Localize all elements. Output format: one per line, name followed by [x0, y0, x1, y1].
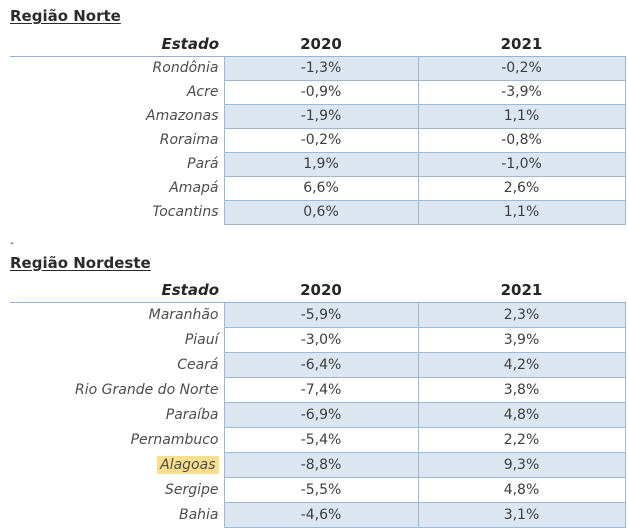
state-name: Paraíba [165, 407, 219, 423]
state-cell[interactable]: Sergipe [10, 478, 224, 503]
state-name: Bahia [178, 507, 219, 523]
value-cell-2020[interactable]: 6,6% [223, 175, 419, 201]
value-cell-2020[interactable]: -1,9% [223, 103, 419, 129]
table-row: Ceará -6,4% 4,2% [10, 352, 626, 378]
value-cell-2020[interactable]: -5,5% [223, 477, 419, 503]
table-body: Rondônia -1,3% -0,2% Acre -0,9% -3,9% Am… [10, 55, 626, 225]
column-header-2020[interactable]: 2020 [224, 30, 418, 57]
value-cell-2020[interactable]: -6,9% [223, 402, 419, 428]
value-cell-2021[interactable]: -3,9% [417, 79, 626, 105]
header-row: Estado 2020 2021 [10, 30, 625, 57]
value-cell-2021[interactable]: 3,9% [417, 327, 626, 353]
value-cell-2021[interactable]: 2,6% [417, 175, 626, 201]
value-cell-2021[interactable]: 4,8% [417, 477, 626, 503]
table-row: Paraíba -6,9% 4,8% [10, 402, 626, 428]
state-name: Sergipe [164, 482, 219, 498]
table-row: Rio Grande do Norte -7,4% 3,8% [10, 377, 626, 403]
state-cell[interactable]: Rondônia [10, 56, 224, 80]
table-row: Rondônia -1,3% -0,2% [10, 55, 626, 81]
state-cell[interactable]: Maranhão [10, 303, 224, 328]
state-cell[interactable]: Pará [10, 152, 224, 176]
table-row: Maranhão -5,9% 2,3% [10, 302, 626, 328]
value-cell-2020[interactable]: 1,9% [223, 151, 419, 177]
state-cell[interactable]: Bahia [10, 503, 224, 528]
value-cell-2020[interactable]: -0,9% [223, 79, 419, 105]
state-cell[interactable]: Pernambuco [10, 428, 224, 453]
data-table: Estado 2020 2021 Rondônia -1,3% -0,2% Ac… [10, 30, 626, 225]
table-row: Piauí -3,0% 3,9% [10, 327, 626, 353]
state-name: Tocantins [152, 204, 219, 220]
state-name: Amapá [169, 180, 219, 196]
state-name: Rondônia [152, 60, 219, 77]
column-header-estado[interactable]: Estado [10, 276, 224, 303]
state-cell[interactable]: Amapá [10, 176, 224, 200]
separator-dash: - [10, 235, 14, 249]
value-cell-2020[interactable]: -1,3% [223, 55, 419, 81]
table-row: Amapá 6,6% 2,6% [10, 175, 626, 201]
value-cell-2020[interactable]: -5,9% [223, 302, 419, 328]
value-cell-2021[interactable]: 3,8% [417, 377, 626, 403]
column-header-estado[interactable]: Estado [10, 30, 224, 57]
column-header-2020[interactable]: 2020 [224, 276, 418, 303]
state-name: Piauí [184, 332, 219, 348]
state-name: Ceará [177, 357, 219, 373]
state-cell[interactable]: Piauí [10, 328, 224, 353]
value-cell-2021[interactable]: 9,3% [417, 452, 626, 478]
state-cell[interactable]: Roraima [10, 128, 224, 152]
value-cell-2021[interactable]: 2,3% [417, 302, 626, 328]
table-row: Pará 1,9% -1,0% [10, 151, 626, 177]
state-cell[interactable]: Acre [10, 80, 224, 104]
value-cell-2020[interactable]: -8,8% [223, 452, 419, 478]
table-row: Acre -0,9% -3,9% [10, 79, 626, 105]
value-cell-2021[interactable]: 4,2% [417, 352, 626, 378]
state-name: Amazonas [146, 108, 219, 124]
state-cell[interactable]: Alagoas [10, 453, 224, 478]
value-cell-2020[interactable]: -4,6% [223, 502, 419, 528]
value-cell-2021[interactable]: 1,1% [417, 199, 626, 225]
value-cell-2021[interactable]: -0,8% [417, 127, 626, 153]
value-cell-2020[interactable]: 0,6% [223, 199, 419, 225]
value-cell-2020[interactable]: -5,4% [223, 427, 419, 453]
state-name: Maranhão [148, 307, 219, 324]
table-row: Pernambuco -5,4% 2,2% [10, 427, 626, 453]
state-name: Roraima [159, 132, 219, 148]
state-name: Alagoas [157, 456, 219, 474]
column-header-2021[interactable]: 2021 [418, 276, 625, 303]
value-cell-2021[interactable]: 1,1% [417, 103, 626, 129]
state-cell[interactable]: Ceará [10, 353, 224, 378]
value-cell-2020[interactable]: -0,2% [223, 127, 419, 153]
header-row: Estado 2020 2021 [10, 276, 625, 303]
table-row: Amazonas -1,9% 1,1% [10, 103, 626, 129]
value-cell-2021[interactable]: -1,0% [417, 151, 626, 177]
region-title: Região Norte [10, 7, 121, 25]
region-table-norte: Região Norte Estado 2020 2021 Rondônia -… [0, 6, 628, 225]
value-cell-2021[interactable]: -0,2% [417, 55, 626, 81]
table-row: Alagoas -8,8% 9,3% [10, 452, 626, 478]
state-cell[interactable]: Rio Grande do Norte [10, 378, 224, 403]
region-table-nordeste: Região Nordeste Estado 2020 2021 Maranhã… [0, 253, 628, 528]
table-body: Maranhão -5,9% 2,3% Piauí -3,0% 3,9% Cea… [10, 302, 626, 528]
column-header-2021[interactable]: 2021 [418, 30, 625, 57]
state-cell[interactable]: Amazonas [10, 104, 224, 128]
table-row: Roraima -0,2% -0,8% [10, 127, 626, 153]
region-title: Região Nordeste [10, 253, 151, 272]
table-row: Sergipe -5,5% 4,8% [10, 477, 626, 503]
value-cell-2021[interactable]: 4,8% [417, 402, 626, 428]
state-name: Rio Grande do Norte [75, 382, 219, 398]
value-cell-2021[interactable]: 3,1% [417, 502, 626, 528]
table-row: Bahia -4,6% 3,1% [10, 502, 626, 528]
value-cell-2021[interactable]: 2,2% [417, 427, 626, 453]
state-name: Pará [187, 156, 219, 172]
value-cell-2020[interactable]: -7,4% [223, 377, 419, 403]
state-name: Acre [186, 84, 219, 100]
state-cell[interactable]: Paraíba [10, 403, 224, 428]
value-cell-2020[interactable]: -3,0% [223, 327, 419, 353]
state-cell[interactable]: Tocantins [10, 200, 224, 224]
state-name: Pernambuco [130, 432, 219, 448]
data-table: Estado 2020 2021 Maranhão -5,9% 2,3% Pia… [10, 276, 626, 528]
value-cell-2020[interactable]: -6,4% [223, 352, 419, 378]
table-row: Tocantins 0,6% 1,1% [10, 199, 626, 225]
